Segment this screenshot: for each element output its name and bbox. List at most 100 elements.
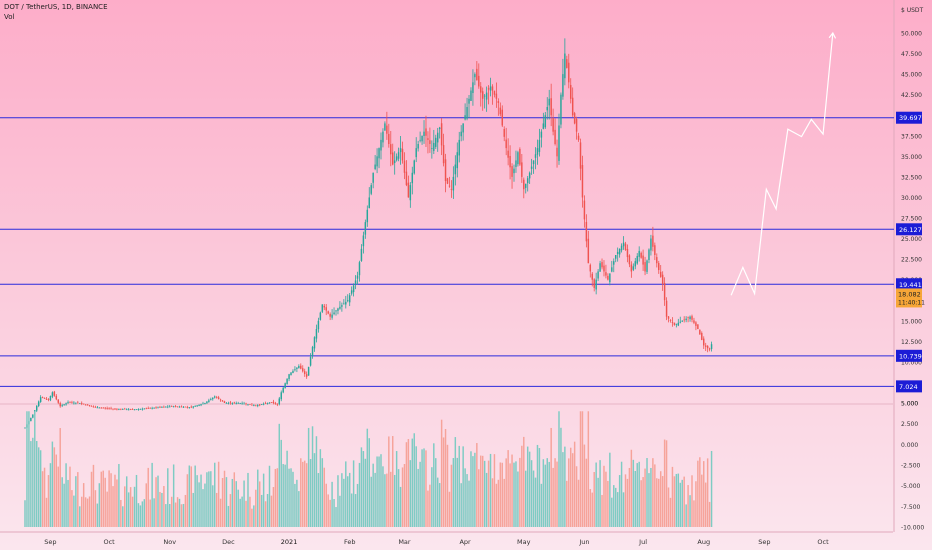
candle-body [124,408,126,410]
candle-body [153,407,155,409]
candle-body [399,148,402,153]
candle-body [73,402,75,404]
candle-body [429,140,431,144]
candle-body [454,164,457,175]
candle-body [438,127,441,130]
price-tick-label: 25.000 [901,236,922,243]
volume-bar [104,477,106,527]
candle-body [198,404,200,406]
volume-bar [390,471,392,527]
candle-body [169,406,171,408]
volume-bar [556,461,558,527]
volume-bar [28,411,30,527]
volume-bar [550,427,552,527]
candle-body [327,311,329,314]
volume-bar [266,493,269,527]
candle-body [280,392,282,400]
candle-body [376,156,378,167]
candle-body [137,409,140,410]
candle-body [654,245,656,255]
volume-bar [659,471,662,527]
volume-bar [611,497,613,527]
candle-body [382,131,384,143]
candle-body [478,75,480,87]
volume-bar [685,504,687,527]
volume-bar [153,498,155,527]
candle-body [112,408,114,410]
candle-body [249,404,251,405]
candle-body [624,243,627,250]
candle-body [251,404,253,406]
volume-bar [595,462,597,527]
level-label-bg [896,278,922,291]
volume-bar [247,472,249,527]
volume-bar [151,462,153,527]
candle-body [528,172,531,179]
candle-body [706,345,709,349]
candle-body [550,98,552,116]
volume-bar [464,468,466,527]
volume-bar [161,492,163,527]
volume-bar [386,473,388,527]
volume-bar [79,506,81,527]
candle-body [214,396,216,398]
candle-body [178,406,181,408]
volume-bar [536,444,539,527]
candle-body [431,148,433,149]
candle-body [448,185,451,187]
candle-body [329,313,331,317]
volume-bar [264,501,267,527]
price-tick-label: 27.500 [901,216,922,223]
candle-body [628,255,631,265]
volume-bar [521,445,523,527]
volume-bar [69,466,71,527]
candle-body [476,68,478,81]
candle-body [163,406,165,408]
volume-bar [481,455,484,527]
candle-body [562,74,564,97]
candle-body [558,125,560,161]
time-tick-label: Jun [578,538,589,546]
volume-bar [405,442,408,527]
time-tick-label: Apr [459,538,471,546]
candle-body [65,403,67,405]
candle-body [462,123,464,133]
candle-body [32,414,34,418]
volume-bar [542,459,545,527]
current-price-bg [896,288,922,308]
candle-body [313,337,316,349]
volume-bar [370,476,372,527]
candle-body [229,402,232,404]
volume-bar [661,476,664,527]
candle-body [331,314,333,318]
volume-bar [601,494,603,527]
candle-body [489,86,492,91]
candle-body [278,398,281,405]
candle-body [503,129,505,137]
volume-bar [327,494,329,527]
candle-body [495,93,498,99]
candle-body [515,160,517,167]
candle-body [71,402,73,404]
volume-bar [133,486,136,527]
candle-body [272,401,275,403]
volume-bar [235,481,237,527]
level-label: 10.739 [899,352,922,360]
volume-tick-label: -5.000 [901,483,921,490]
volume-bar [272,487,275,527]
candle-body [122,409,124,410]
volume-bar [108,470,110,527]
candle-body [335,310,337,312]
volume-bar [249,496,251,527]
volume-bar [456,457,459,527]
candle-body [703,338,705,346]
projection-line[interactable] [730,32,834,296]
volume-bar [67,479,69,527]
candle-body [564,53,566,79]
volume-bar [98,483,101,527]
price-tick-label: 37.500 [901,133,922,140]
volume-bar [513,462,515,527]
candle-body [708,348,711,350]
